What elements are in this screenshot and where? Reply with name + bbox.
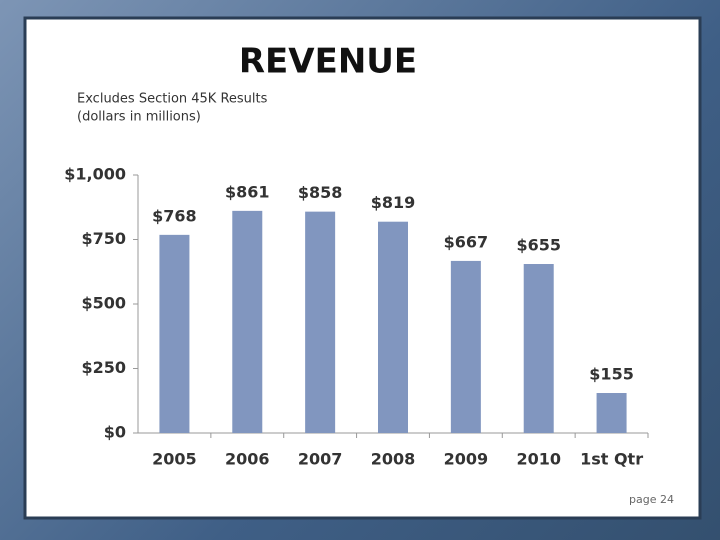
subtitle: Excludes Section 45K Results <box>77 92 268 107</box>
x-tick-label: 2006 <box>225 450 270 469</box>
y-tick-label: $250 <box>81 358 126 377</box>
x-tick-label: 2007 <box>298 450 343 469</box>
bar <box>159 234 190 433</box>
bar <box>232 210 263 433</box>
bar <box>450 260 481 433</box>
bar <box>596 393 627 433</box>
x-tick-label: 2010 <box>516 450 561 469</box>
value-label: $655 <box>516 236 561 255</box>
y-tick-label: $0 <box>104 423 126 442</box>
bar <box>305 211 336 433</box>
chart-title: REVENUE <box>239 42 417 82</box>
x-tick-label: 2008 <box>371 450 416 469</box>
value-label: $861 <box>225 182 270 201</box>
bar <box>523 264 554 433</box>
x-tick-label: 2009 <box>444 450 489 469</box>
y-tick-label: $500 <box>81 294 126 313</box>
value-label: $768 <box>152 206 197 225</box>
x-tick-label: 1st Qtr <box>580 450 643 469</box>
page-number: page 24 <box>629 493 674 506</box>
subtitle: (dollars in millions) <box>77 110 201 125</box>
y-tick-label: $750 <box>81 229 126 248</box>
x-tick-label: 2005 <box>152 450 197 469</box>
value-label: $667 <box>444 232 489 251</box>
value-label: $155 <box>589 365 634 384</box>
value-label: $819 <box>371 193 416 212</box>
bar <box>378 221 408 433</box>
value-label: $858 <box>298 183 343 202</box>
y-tick-label: $1,000 <box>64 165 126 184</box>
